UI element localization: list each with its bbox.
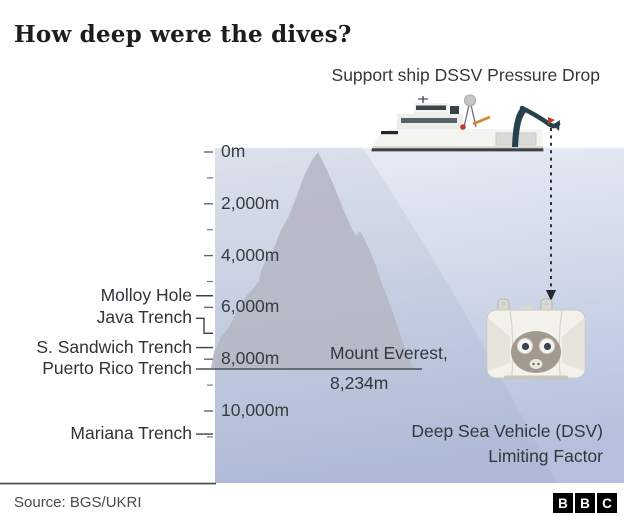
arrowhead-down-icon (546, 290, 556, 301)
everest-label-line2: 8,234m (330, 372, 389, 393)
descent-dashed-arrow (546, 128, 556, 301)
stern-crane-boom (519, 105, 561, 129)
everest-label-line1: Mount Everest, (330, 342, 448, 363)
dive-site-label: Molloy Hole (100, 284, 192, 305)
dsv-illustration (486, 298, 586, 380)
deck-container-1 (495, 132, 516, 146)
support-ship-illustration (371, 94, 561, 152)
dsv-lug-left-hole (501, 301, 506, 306)
ship-bridge-windows (416, 105, 446, 110)
dsv-left-bevel (488, 318, 510, 371)
depth-tick-label: 6,000m (221, 296, 280, 317)
radar-mast-left (463, 104, 470, 128)
dsv-label-line1: Deep Sea Vehicle (DSV) (411, 421, 603, 441)
dive-site-connector (196, 317, 213, 334)
bbc-logo-letter: B (575, 493, 595, 513)
bbc-logo-letter: B (553, 493, 573, 513)
orange-crane-boom (472, 115, 491, 126)
bbc-logo-letter: C (597, 493, 617, 513)
dsv-porthole-left-glass (521, 342, 530, 351)
depth-tick-label: 0m (221, 141, 246, 161)
page-title: How deep were the dives? (14, 21, 352, 49)
ship-window-band (401, 118, 457, 123)
red-deck-marker (460, 124, 466, 130)
depth-tick-label: 8,000m (221, 348, 280, 369)
crane-tip-hook (553, 120, 560, 131)
everest-silhouette (211, 152, 414, 368)
ship-bow-windows (381, 131, 398, 135)
dsv-snout-dot-1 (532, 362, 535, 366)
dsv-right-bevel (562, 318, 584, 371)
ship-waterline-stripe (371, 148, 544, 152)
depth-tick-label: 2,000m (221, 192, 280, 213)
dive-site-label: S. Sandwich Trench (36, 336, 192, 357)
dsv-panel-line-left (509, 310, 514, 378)
depth-tick-label: 10,000m (221, 400, 290, 420)
dsv-panel-line-right (558, 310, 563, 378)
bbc-logo: B B C (553, 493, 617, 513)
dsv-lug-right-hole (544, 301, 549, 306)
depth-axis (196, 151, 422, 438)
crane-red-pennant (548, 117, 555, 124)
dive-site-label: Mariana Trench (70, 423, 192, 444)
ship-funnel (450, 106, 459, 114)
ship-label: Support ship DSSV Pressure Drop (331, 65, 600, 85)
dive-site-label: Puerto Rico Trench (42, 357, 192, 378)
dsv-label-line2: Limiting Factor (488, 446, 603, 466)
dsv-skid (504, 375, 568, 380)
dsv-snout (529, 359, 543, 369)
radome-sphere (463, 94, 477, 107)
depth-tick-label: 4,000m (221, 244, 280, 265)
stern-crane-pillar (512, 106, 528, 147)
dsv-porthole-right-glass (543, 342, 552, 351)
dsv-snout-dot-2 (537, 362, 540, 366)
source-text: Source: BGS/UKRI (14, 494, 142, 511)
deck-container-2 (516, 132, 537, 146)
dive-site-label: Java Trench (96, 307, 192, 328)
